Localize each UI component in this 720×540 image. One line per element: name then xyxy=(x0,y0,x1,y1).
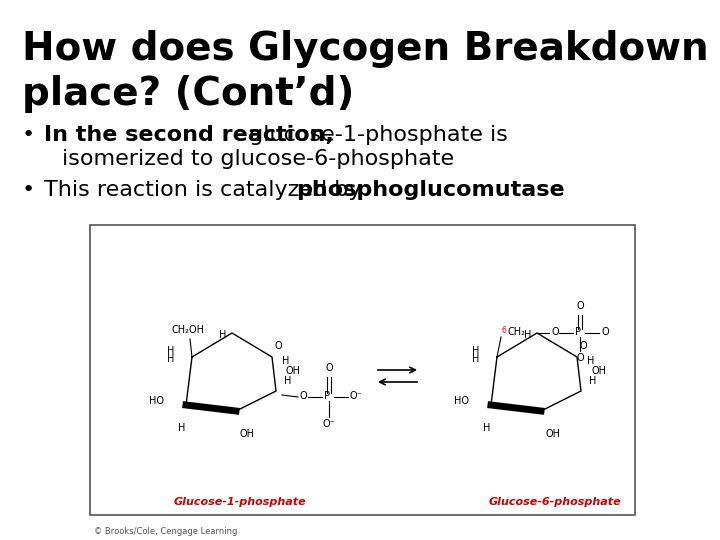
Text: OH: OH xyxy=(286,366,301,376)
Text: H: H xyxy=(219,330,226,340)
Text: O⁻: O⁻ xyxy=(323,419,336,429)
Text: Glucose-1-phosphate: Glucose-1-phosphate xyxy=(174,497,306,507)
Text: CH₂OH: CH₂OH xyxy=(171,325,204,335)
Text: H: H xyxy=(587,356,595,366)
Text: O: O xyxy=(576,301,584,311)
Text: Glucose-6-phosphate: Glucose-6-phosphate xyxy=(489,497,621,507)
Text: •: • xyxy=(22,125,35,145)
Text: OH: OH xyxy=(545,429,560,439)
Bar xyxy=(90,225,635,515)
Text: © Brooks/Cole, Cengage Learning: © Brooks/Cole, Cengage Learning xyxy=(94,527,238,536)
Text: OH: OH xyxy=(591,366,606,376)
Text: O: O xyxy=(274,341,282,351)
Text: H: H xyxy=(589,376,596,386)
Text: O: O xyxy=(601,327,608,337)
Text: How does Glycogen Breakdown take: How does Glycogen Breakdown take xyxy=(22,30,720,68)
Text: H: H xyxy=(284,376,292,386)
Text: O⁻: O⁻ xyxy=(350,391,363,401)
Text: isomerized to glucose-6-phosphate: isomerized to glucose-6-phosphate xyxy=(62,149,454,169)
Text: P: P xyxy=(575,327,581,337)
Text: glucose-1-phosphate is: glucose-1-phosphate is xyxy=(242,125,508,145)
Text: place? (Cont’d): place? (Cont’d) xyxy=(22,75,354,113)
Text: H: H xyxy=(523,330,531,340)
Text: HO: HO xyxy=(149,396,164,406)
Text: HO: HO xyxy=(454,396,469,406)
Text: 6: 6 xyxy=(501,326,506,335)
Text: •: • xyxy=(22,180,35,200)
Text: O: O xyxy=(325,363,333,373)
Text: H: H xyxy=(179,423,186,433)
Text: O: O xyxy=(576,353,584,363)
Text: P: P xyxy=(324,391,330,401)
Text: H: H xyxy=(472,354,479,364)
Text: In the second reaction,: In the second reaction, xyxy=(44,125,334,145)
Text: OH: OH xyxy=(240,429,255,439)
Text: CH₂: CH₂ xyxy=(507,327,525,337)
Text: O: O xyxy=(300,391,307,401)
Text: H: H xyxy=(472,346,479,356)
Text: H: H xyxy=(282,356,289,366)
Text: H: H xyxy=(166,346,174,356)
Text: phosphoglucomutase: phosphoglucomutase xyxy=(296,180,564,200)
Text: H: H xyxy=(483,423,491,433)
Text: O: O xyxy=(551,327,559,337)
Text: This reaction is catalyzed by: This reaction is catalyzed by xyxy=(44,180,369,200)
Text: H: H xyxy=(166,354,174,364)
Text: O: O xyxy=(579,341,587,351)
